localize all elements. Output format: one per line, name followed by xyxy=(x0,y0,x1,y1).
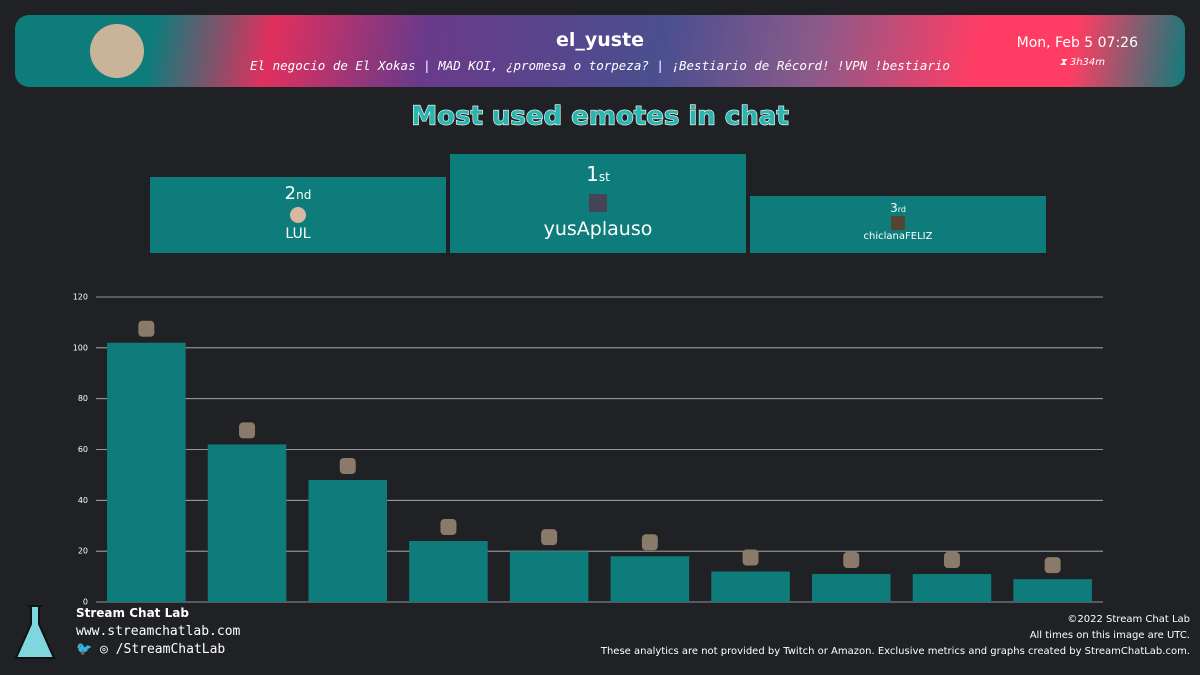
bar xyxy=(409,541,488,602)
header: el_yuste El negocio de El Xokas | MAD KO… xyxy=(15,15,1185,87)
chart-title-svg: Most used emotes in chat xyxy=(411,101,790,132)
emote-icon xyxy=(1044,557,1061,574)
rank: 2 xyxy=(284,183,297,204)
duration: ⧗ 3h34m xyxy=(1059,57,1105,68)
emote-name: yusAplauso xyxy=(543,218,653,240)
chart-title-wrap: Most used emotes in chat xyxy=(0,98,1200,138)
bar xyxy=(711,571,790,602)
emote-icon xyxy=(589,194,607,212)
brand: Stream Chat Lab xyxy=(76,606,189,620)
y-tick-label: 120 xyxy=(73,293,88,302)
bar xyxy=(509,551,589,602)
bar xyxy=(811,574,891,602)
rank: 3 xyxy=(890,201,898,215)
podium-second: 2nd LUL xyxy=(150,177,446,253)
rank-suffix: nd xyxy=(296,188,312,202)
bar xyxy=(308,480,388,602)
bar xyxy=(912,574,992,602)
emote-icon xyxy=(843,552,860,569)
brand-social: 🐦 ◎ /StreamChatLab xyxy=(76,642,226,657)
emote-icon xyxy=(339,458,356,474)
footer-right: ©2022 Stream Chat Lab All times on this … xyxy=(601,612,1190,660)
emote-icon xyxy=(541,529,558,546)
emote-name: chiclanaFELIZ xyxy=(863,231,933,242)
podium-first: 1st yusAplauso xyxy=(450,154,746,253)
bar xyxy=(1013,579,1092,602)
rank-suffix: rd xyxy=(897,205,906,214)
bar xyxy=(107,342,186,602)
copyright: ©2022 Stream Chat Lab xyxy=(1067,614,1190,625)
podium-third: 3rd chiclanaFELIZ xyxy=(750,196,1046,253)
duration-text: 3h34m xyxy=(1069,57,1105,68)
y-tick-label: 100 xyxy=(73,343,88,352)
y-tick-label: 60 xyxy=(78,445,88,454)
logo xyxy=(10,600,60,662)
emote-icon xyxy=(943,552,960,569)
emote-icon xyxy=(239,422,256,439)
rank-suffix: st xyxy=(598,170,610,184)
social-handle: /StreamChatLab xyxy=(115,642,226,657)
emote-icon xyxy=(742,549,759,566)
emote-icon xyxy=(290,207,306,223)
disclaimer: These analytics are not provided by Twit… xyxy=(600,646,1190,657)
timezone-note: All times on this image are UTC. xyxy=(1029,630,1190,641)
emote-icon xyxy=(138,320,155,337)
rank: 1 xyxy=(586,162,599,186)
chart-title: Most used emotes in chat xyxy=(411,102,789,132)
emote-icon xyxy=(641,534,658,551)
emote-name: LUL xyxy=(285,226,311,242)
bar xyxy=(610,556,690,602)
bar xyxy=(207,444,287,602)
y-tick-label: 80 xyxy=(78,394,88,403)
avatar xyxy=(90,24,144,78)
brand-url: www.streamchatlab.com xyxy=(76,624,241,639)
channel-name: el_yuste xyxy=(555,29,645,51)
y-tick-label: 20 xyxy=(78,547,88,556)
emote-icon xyxy=(891,216,905,230)
emote-icon xyxy=(440,519,457,535)
y-tick-label: 40 xyxy=(78,496,88,505)
logo-svg xyxy=(14,605,56,659)
stream-title: El negocio de El Xokas | MAD KOI, ¿prome… xyxy=(250,58,950,73)
date: Mon, Feb 5 07:26 xyxy=(1016,35,1138,51)
